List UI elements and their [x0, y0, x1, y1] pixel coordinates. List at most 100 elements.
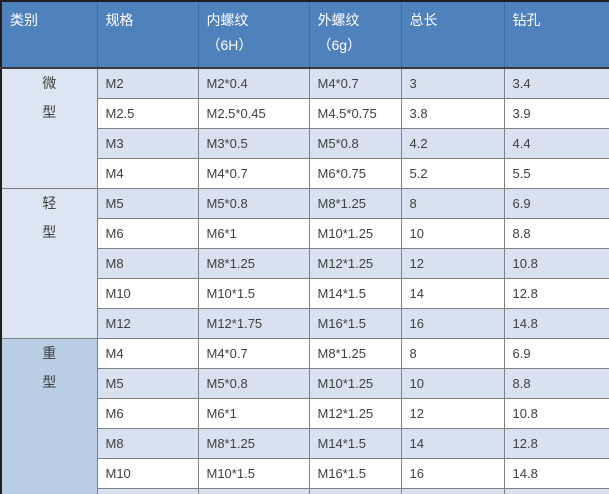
column-header-external-thread: 外螺纹 （6g） — [308, 1, 401, 69]
cell-spec: M3 — [96, 128, 199, 159]
table-row: M8 M8*1.25 M12*1.25 12 10.8 — [1, 248, 609, 279]
cell-internal-thread: M12*1.75 — [197, 308, 310, 339]
table-row: 重 型 M4 M4*0.7 M8*1.25 8 6.9 — [0, 338, 609, 494]
cell-drill-hole: 4.4 — [503, 128, 609, 159]
category-cell: 重 型 — [0, 338, 98, 494]
cell-drill-hole: 8.8 — [503, 218, 609, 249]
cell-drill-hole: 10.8 — [503, 398, 609, 429]
cell-external-thread: M10*1.25 — [308, 218, 402, 249]
cell-external-thread: M8*1.25 — [308, 338, 402, 369]
cell-total-length: 10 — [400, 218, 505, 249]
cell-internal-thread: M2.5*0.45 — [197, 98, 310, 129]
cell-drill-hole: 14.8 — [503, 308, 609, 339]
cell-drill-hole: 5.5 — [503, 158, 609, 189]
cell-total-length: 5.2 — [400, 158, 505, 189]
cell-total-length: 14 — [400, 428, 505, 459]
header-sublabel: （6H） — [206, 37, 253, 53]
cell-drill-hole: 6.9 — [503, 338, 609, 369]
cell-spec: M8 — [96, 428, 199, 459]
cell-drill-hole: 12.8 — [503, 278, 609, 309]
cell-spec: M2.5 — [96, 98, 199, 129]
cell-total-length: 8 — [400, 188, 505, 219]
cell-drill-hole: 3.4 — [503, 67, 609, 99]
cell-spec: M12 — [96, 488, 199, 494]
column-header-total-length: 总长 — [400, 1, 504, 69]
column-header-drill-hole: 钻孔 — [503, 1, 609, 69]
cell-total-length: 16 — [400, 308, 505, 339]
cell-drill-hole: 6.9 — [503, 188, 609, 219]
cell-spec: M6 — [96, 218, 199, 249]
cell-total-length: 18 — [400, 488, 505, 494]
cell-total-length: 10 — [400, 368, 505, 399]
cell-external-thread: M10*1.25 — [308, 368, 402, 399]
cell-spec: M5 — [96, 368, 199, 399]
column-header-internal-thread: 内螺纹 （6H） — [197, 1, 309, 69]
cell-total-length: 8 — [400, 338, 505, 369]
cell-internal-thread: M5*0.8 — [197, 368, 310, 399]
category-cell: 轻 型 — [0, 188, 98, 339]
cell-external-thread: M12*1.25 — [308, 248, 402, 279]
cell-internal-thread: M8*1.25 — [197, 428, 310, 459]
cell-spec: M10 — [96, 458, 199, 489]
cell-external-thread: M14*1.5 — [308, 428, 402, 459]
cell-external-thread: M16*1.5 — [308, 308, 402, 339]
header-label: 外螺纹 — [317, 12, 360, 28]
cell-internal-thread: M5*0.8 — [197, 188, 310, 219]
cell-total-length: 3 — [400, 67, 505, 99]
cell-drill-hole: 16.8 — [503, 488, 609, 494]
table-row: M4 M4*0.7 M6*0.75 5.2 5.5 — [1, 158, 609, 189]
header-row: 类别 规格 内螺纹 （6H） 外螺纹 （6g） 总长 — [1, 1, 609, 69]
cell-internal-thread: M6*1 — [197, 398, 310, 429]
cell-external-thread: M16*1.5 — [308, 458, 402, 489]
cell-total-length: 14 — [400, 278, 505, 309]
cell-external-thread: M18*1.5 — [308, 488, 402, 494]
cell-spec: M12 — [96, 308, 199, 339]
table-row: M5 M5*0.8 M10*1.25 10 8.8 — [1, 368, 609, 399]
cell-external-thread: M4*0.7 — [308, 67, 402, 99]
table-row: 轻 型 M5 M5*0.8 M8*1.25 8 6.9 — [0, 188, 609, 339]
cell-external-thread: M8*1.25 — [308, 188, 402, 219]
cell-internal-thread: M4*0.7 — [197, 158, 310, 189]
cell-external-thread: M14*1.5 — [308, 278, 402, 309]
category-cell: 微 型 — [0, 67, 98, 189]
table-row: M2.5 M2.5*0.45 M4.5*0.75 3.8 3.9 — [1, 98, 609, 129]
cell-spec: M10 — [96, 278, 199, 309]
cell-internal-thread: M10*1.5 — [197, 278, 310, 309]
table-row: M10 M10*1.5 M16*1.5 16 14.8 — [1, 458, 609, 489]
table-row: 微 型 M2 M2*0.4 M4*0.7 3 3.4 — [0, 67, 609, 189]
table-header: 类别 规格 内螺纹 （6H） 外螺纹 （6g） 总长 — [1, 1, 609, 69]
cell-external-thread: M6*0.75 — [308, 158, 402, 189]
cell-spec: M5 — [96, 188, 199, 219]
cell-internal-thread: M3*0.5 — [197, 128, 310, 159]
cell-spec: M4 — [96, 158, 199, 189]
cell-external-thread: M4.5*0.75 — [308, 98, 402, 129]
cell-drill-hole: 10.8 — [503, 248, 609, 279]
header-sublabel: （6g） — [317, 37, 362, 53]
table-row: M10 M10*1.5 M14*1.5 14 12.8 — [1, 278, 609, 309]
cell-internal-thread: M10*1.5 — [197, 458, 310, 489]
header-label: 内螺纹 — [206, 12, 249, 28]
cell-internal-thread: M8*1.25 — [197, 248, 310, 279]
header-label: 规格 — [105, 12, 134, 28]
cell-internal-thread: M12*1.75 — [197, 488, 310, 494]
table-body: 微 型 M2 M2*0.4 M4*0.7 3 3.4 M2.5 M2.5*0.45 M4.5*0… — [0, 67, 609, 494]
cell-spec: M4 — [96, 338, 199, 369]
cell-total-length: 12 — [400, 398, 505, 429]
cell-external-thread: M12*1.25 — [308, 398, 402, 429]
header-label: 总长 — [409, 12, 438, 28]
table-row: M3 M3*0.5 M5*0.8 4.2 4.4 — [1, 128, 609, 159]
column-header-category: 类别 — [1, 1, 97, 69]
cell-drill-hole: 12.8 — [503, 428, 609, 459]
table-row: M6 M6*1 M12*1.25 12 10.8 — [1, 398, 609, 429]
cell-drill-hole: 14.8 — [503, 458, 609, 489]
header-label: 钻孔 — [512, 12, 541, 28]
cell-internal-thread: M6*1 — [197, 218, 310, 249]
cell-spec: M6 — [96, 398, 199, 429]
cell-total-length: 3.8 — [400, 98, 505, 129]
column-header-spec: 规格 — [96, 1, 198, 69]
cell-drill-hole: 8.8 — [503, 368, 609, 399]
table-row: M8 M8*1.25 M14*1.5 14 12.8 — [1, 428, 609, 459]
